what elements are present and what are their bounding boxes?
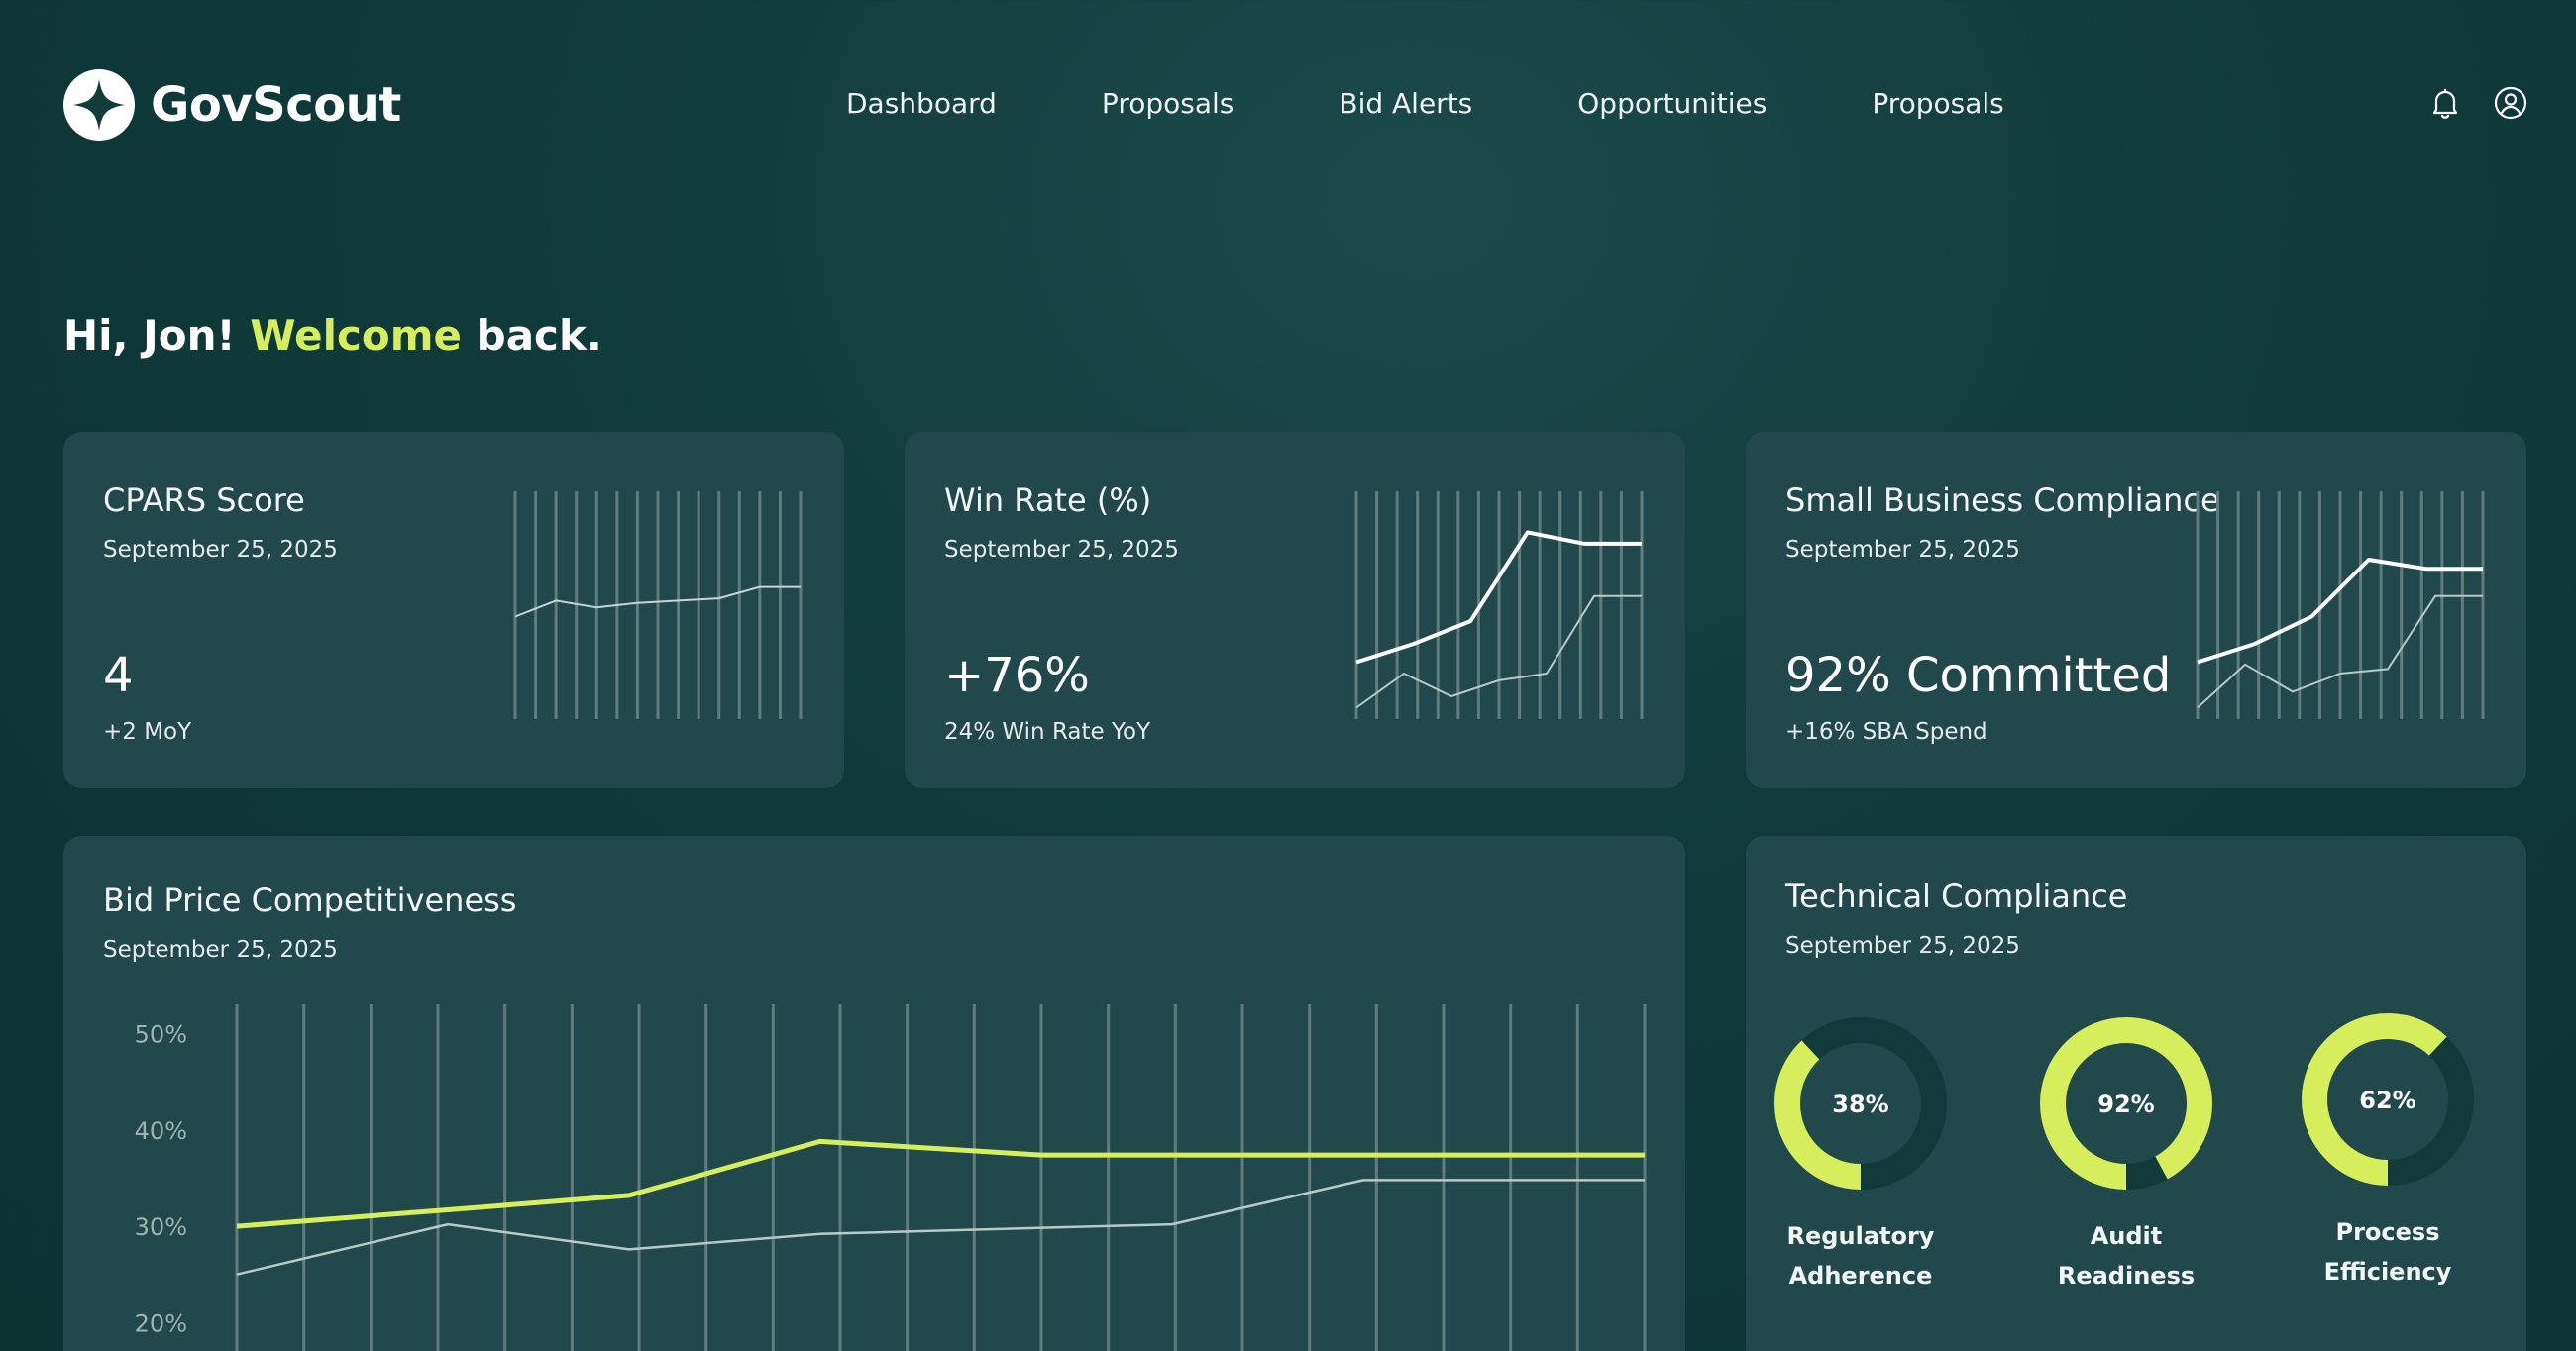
logo-text: GovScout (151, 77, 401, 133)
bid-price-line-chart: 50% 40% 30% 20% (135, 1004, 1647, 1351)
y-tick-label: 40% (135, 1117, 187, 1145)
y-tick-label: 30% (135, 1213, 187, 1241)
card-technical-compliance: Technical Compliance September 25, 2025 … (1746, 836, 2526, 1351)
spark-primary-line (2197, 558, 2483, 665)
nav-dashboard[interactable]: Dashboard (846, 87, 997, 120)
gauge-fill-arc (2040, 1017, 2212, 1190)
card-date: September 25, 2025 (1785, 933, 2020, 959)
y-tick-label: 20% (135, 1309, 187, 1337)
welcome-greeting: Hi, Jon! Welcome back. (63, 311, 602, 360)
card-date: September 25, 2025 (103, 537, 338, 563)
user-circle-icon[interactable] (2493, 85, 2528, 121)
card-value: 92% Committed (1785, 648, 2172, 703)
card-value: +76% (944, 648, 1090, 703)
spark-secondary-line (1355, 594, 1642, 709)
logo[interactable]: GovScout (63, 69, 401, 141)
card-title: Technical Compliance (1785, 878, 2128, 915)
gauge-label-line2: Adherence (1788, 1262, 1933, 1290)
gauge-ring: 38% (1774, 1017, 1947, 1190)
gauge-fill-arc (1774, 1017, 1947, 1190)
card-title: Win Rate (%) (944, 481, 1152, 519)
spark-primary-line (514, 585, 801, 618)
greeting-accent: Welcome (250, 311, 463, 360)
gauge-ring: 62% (2302, 1013, 2474, 1186)
gauge-ring: 92% (2040, 1017, 2212, 1190)
spark-primary-line (1355, 530, 1642, 665)
card-title: Small Business Compliance (1785, 481, 2220, 519)
gauge-regulatory-adherence[interactable]: 38% Regulatory Adherence (1762, 1014, 1960, 1296)
card-date: September 25, 2025 (103, 937, 338, 963)
sbc-sparkline (2196, 491, 2485, 719)
gauge-label-line2: Efficiency (2323, 1258, 2452, 1286)
win-rate-sparkline (1354, 491, 1644, 719)
gauge-label-line1: Audit (2090, 1222, 2163, 1250)
nav-proposals[interactable]: Proposals (1101, 87, 1234, 120)
gauge-label: Regulatory Adherence (1762, 1216, 1960, 1296)
gauge-label-line1: Process (2335, 1218, 2440, 1246)
header-actions (2427, 85, 2528, 121)
card-subtext: 24% Win Rate YoY (944, 719, 1151, 745)
gauge-label-line2: Readiness (2057, 1262, 2196, 1290)
gauge-percent-text: 38% (1832, 1091, 1888, 1118)
card-subtext: +16% SBA Spend (1785, 719, 1987, 745)
series-secondary-line (236, 1179, 1645, 1276)
y-tick-label: 50% (135, 1020, 187, 1048)
gauge-process-efficiency[interactable]: 62% Process Efficiency (2289, 1010, 2487, 1292)
card-date: September 25, 2025 (944, 537, 1179, 563)
card-small-business-compliance[interactable]: Small Business Compliance September 25, … (1746, 432, 2526, 788)
gauge-audit-readiness[interactable]: 92% Audit Readiness (2027, 1014, 2225, 1296)
main-nav: Dashboard Proposals Bid Alerts Opportuni… (846, 87, 2004, 120)
series-primary-line (236, 1138, 1645, 1229)
gauge-label: Audit Readiness (2027, 1216, 2225, 1296)
card-date: September 25, 2025 (1785, 537, 2020, 563)
greeting-suffix: back. (462, 311, 602, 360)
nav-opportunities[interactable]: Opportunities (1577, 87, 1768, 120)
card-cpars-score[interactable]: CPARS Score September 25, 2025 4 +2 MoY (63, 432, 844, 788)
logo-star-icon (63, 69, 135, 141)
spark-secondary-line (2197, 594, 2483, 709)
card-value: 4 (103, 648, 134, 703)
nav-proposals-2[interactable]: Proposals (1872, 87, 2004, 120)
gauge-label-line1: Regulatory (1786, 1222, 1935, 1250)
card-win-rate[interactable]: Win Rate (%) September 25, 2025 +76% 24%… (905, 432, 1685, 788)
gauge-label: Process Efficiency (2289, 1212, 2487, 1292)
cpars-sparkline (513, 491, 803, 719)
gauge-percent-text: 62% (2359, 1087, 2415, 1114)
greeting-prefix: Hi, Jon! (63, 311, 251, 360)
card-bid-price-competitiveness: Bid Price Competitiveness September 25, … (63, 836, 1685, 1351)
nav-bid-alerts[interactable]: Bid Alerts (1339, 87, 1473, 120)
card-title: Bid Price Competitiveness (103, 882, 517, 919)
gauge-percent-text: 92% (2097, 1091, 2154, 1118)
gauge-fill-arc (2302, 1013, 2474, 1186)
card-subtext: +2 MoY (103, 719, 192, 745)
bell-icon[interactable] (2427, 85, 2463, 121)
card-title: CPARS Score (103, 481, 305, 519)
